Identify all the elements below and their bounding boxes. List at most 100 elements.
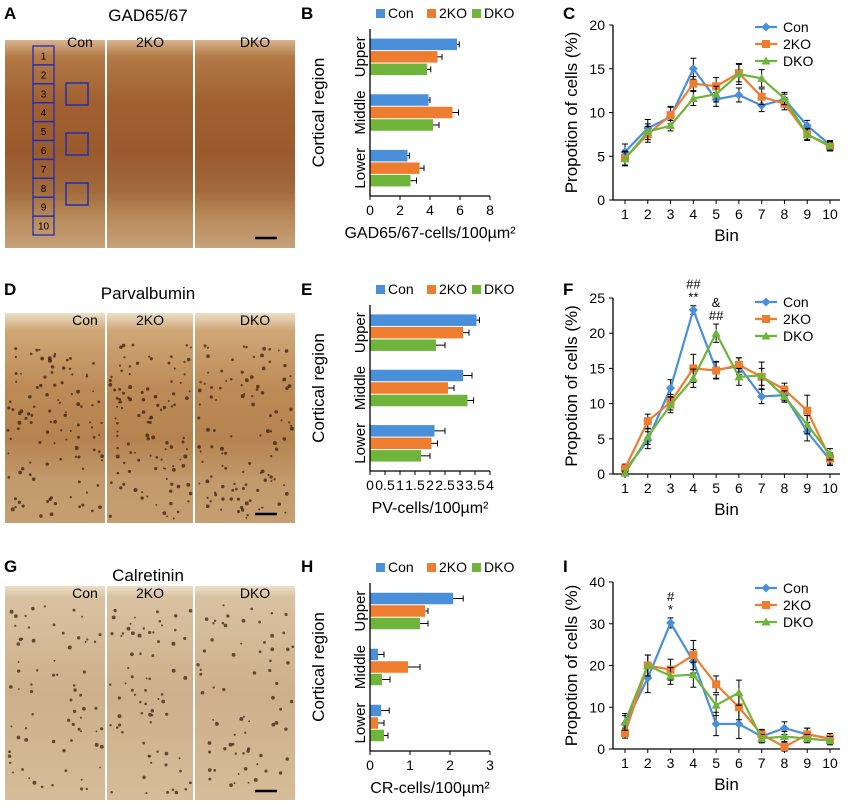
- data-point: [825, 141, 835, 150]
- stained-cell: [49, 420, 53, 424]
- stained-cell: [101, 459, 104, 462]
- stained-cell: [169, 355, 173, 359]
- bar: [370, 369, 463, 382]
- stained-cell: [167, 400, 170, 402]
- stained-cell: [16, 669, 21, 673]
- stained-cell: [124, 682, 127, 685]
- stained-cell: [185, 448, 188, 451]
- stained-cell: [19, 409, 24, 414]
- stained-cell: [116, 434, 119, 438]
- y-axis-title: Cortical region: [309, 333, 328, 443]
- x-tick-label: 3: [456, 477, 464, 493]
- data-point: [734, 90, 744, 100]
- stained-cell: [52, 673, 56, 677]
- data-point: [757, 734, 767, 743]
- bin-number: 4: [41, 108, 47, 119]
- stained-cell: [284, 491, 289, 496]
- stained-cell: [165, 440, 169, 445]
- category-label: Lower: [352, 423, 369, 464]
- stained-cell: [31, 606, 35, 611]
- stained-cell: [82, 706, 86, 711]
- stained-cell: [212, 622, 215, 625]
- stained-cell: [89, 421, 92, 424]
- stained-cell: [130, 688, 134, 692]
- tissue-strip-con: [5, 586, 105, 800]
- stained-cell: [64, 769, 68, 773]
- bar: [370, 314, 477, 326]
- data-point: [688, 305, 698, 315]
- stained-cell: [162, 405, 167, 410]
- series-line: [624, 71, 831, 159]
- stained-cell: [92, 362, 95, 365]
- legend-label: DKO: [783, 53, 813, 69]
- stained-cell: [290, 424, 293, 427]
- stained-cell: [131, 631, 135, 636]
- stained-cell: [270, 612, 274, 615]
- data-point: [802, 129, 812, 138]
- stained-cell: [79, 693, 83, 697]
- significance-marker: ##: [686, 277, 701, 292]
- stained-cell: [50, 370, 54, 374]
- stained-cell: [188, 390, 191, 393]
- x-tick-label: 2: [396, 202, 404, 218]
- stained-cell: [120, 406, 124, 410]
- stained-cell: [250, 607, 254, 611]
- data-point: [666, 400, 676, 409]
- stained-cell: [271, 695, 275, 700]
- stained-cell: [240, 384, 243, 387]
- stained-cell: [146, 437, 150, 441]
- stained-cell: [51, 739, 56, 744]
- stained-cell: [167, 361, 171, 365]
- stained-cell: [9, 685, 13, 689]
- series-line: [624, 363, 831, 469]
- stained-cell: [28, 777, 31, 780]
- legend-marker: [761, 617, 771, 626]
- stained-cell: [204, 617, 209, 621]
- panel-label-g: G: [4, 557, 17, 576]
- stained-cell: [199, 668, 202, 671]
- x-tick-label: 8: [486, 202, 494, 218]
- stained-cell: [206, 496, 209, 500]
- stained-cell: [233, 782, 236, 785]
- category-label: Lower: [352, 703, 369, 744]
- data-point: [711, 719, 721, 729]
- stained-cell: [95, 730, 98, 733]
- stained-cell: [109, 724, 112, 727]
- stained-cell: [221, 497, 225, 501]
- data-point: [757, 392, 767, 402]
- bin-number: 8: [41, 184, 47, 195]
- x-tick-label: 3: [667, 206, 675, 222]
- stained-cell: [90, 426, 94, 429]
- legend-label: DKO: [484, 281, 514, 297]
- stained-cell: [289, 375, 292, 378]
- x-tick-label: 0: [366, 477, 374, 493]
- y-axis-title: Propotion of cells (%): [562, 32, 581, 194]
- category-label: Middle: [352, 90, 369, 134]
- stained-cell: [61, 631, 65, 635]
- data-point: [802, 420, 812, 429]
- data-point: [643, 432, 653, 441]
- stained-cell: [231, 488, 235, 492]
- micrograph-title: GAD65/67: [108, 6, 187, 25]
- stained-cell: [240, 394, 245, 399]
- stained-cell: [258, 620, 262, 624]
- stained-cell: [252, 671, 257, 675]
- stained-cell: [149, 454, 152, 457]
- stained-cell: [244, 501, 249, 506]
- stained-cell: [288, 421, 291, 424]
- bin-number: 9: [41, 203, 47, 214]
- stained-cell: [72, 684, 76, 687]
- stained-cell: [240, 505, 244, 510]
- stained-cell: [163, 467, 165, 470]
- legend-marker: [762, 40, 770, 48]
- bin-number: 3: [41, 89, 47, 100]
- stained-cell: [183, 373, 186, 376]
- bar: [370, 605, 426, 617]
- panel-label-e: E: [301, 280, 312, 299]
- stained-cell: [56, 673, 59, 676]
- y-tick-label: 30: [589, 616, 605, 632]
- y-tick-label: 5: [597, 148, 605, 164]
- stained-cell: [212, 718, 215, 721]
- stained-cell: [262, 346, 267, 351]
- stained-cell: [246, 513, 249, 517]
